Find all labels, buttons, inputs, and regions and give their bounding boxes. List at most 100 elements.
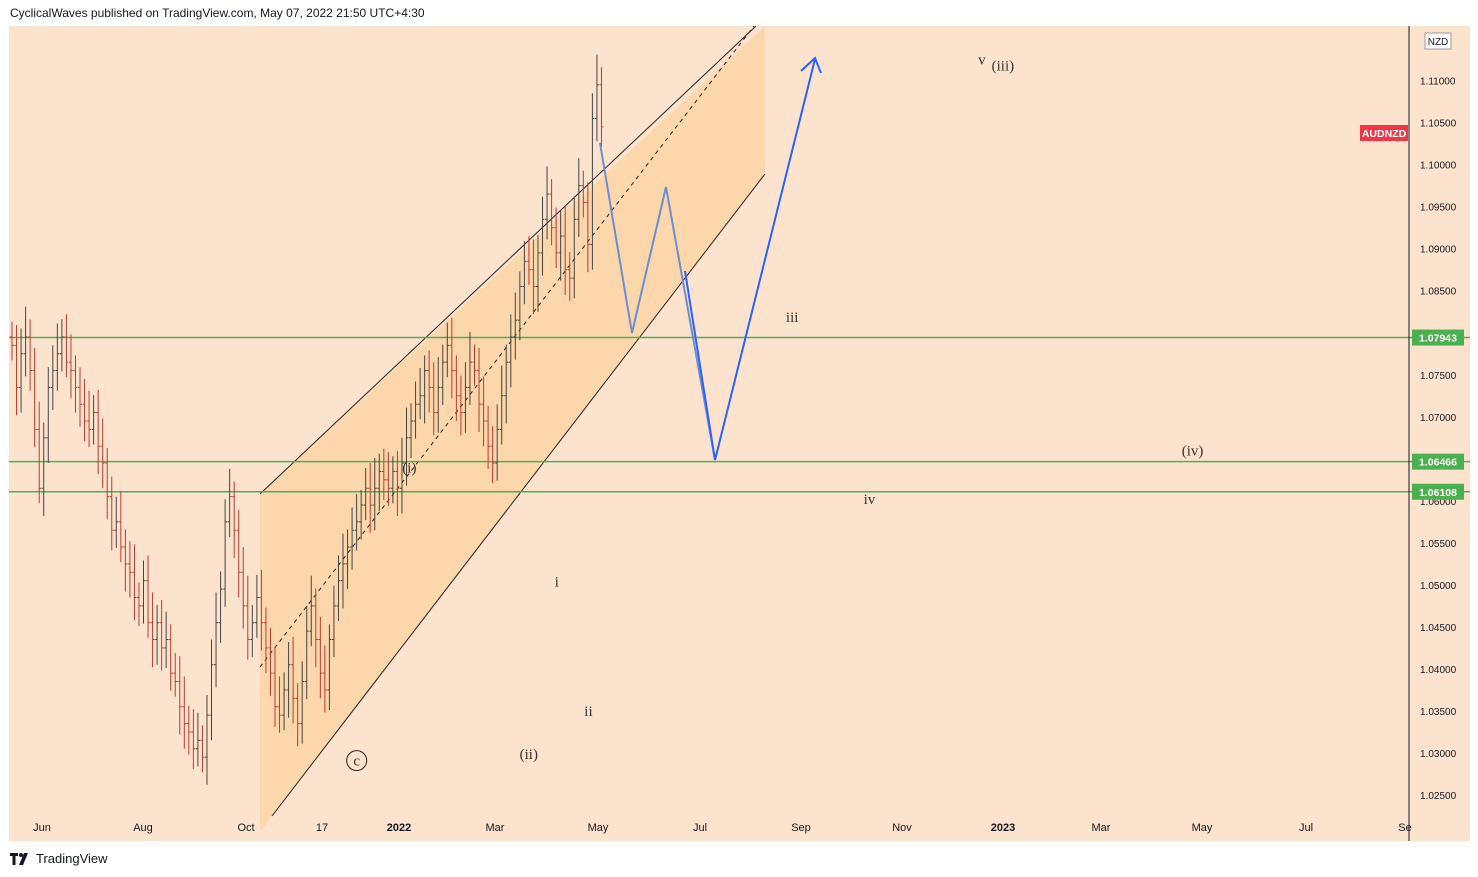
svg-text:1.06108: 1.06108 xyxy=(1419,487,1457,499)
time-tick-label: Nov xyxy=(892,822,912,834)
ohlc-bar xyxy=(241,547,246,629)
ohlc-bar xyxy=(245,575,250,660)
price-tick-label: 1.06000 xyxy=(1420,497,1457,508)
time-tick-label: Jun xyxy=(33,822,51,834)
ohlc-bar xyxy=(286,642,291,718)
ohlc-bar xyxy=(540,196,545,276)
time-tick-label: 17 xyxy=(316,822,328,834)
ohlc-bar xyxy=(431,362,436,436)
ohlc-bar xyxy=(522,241,527,305)
ohlc-bar xyxy=(23,306,28,377)
ohlc-bar xyxy=(173,652,178,697)
ohlc-bar xyxy=(563,205,568,295)
ohlc-bar xyxy=(64,314,69,378)
ohlc-bar xyxy=(463,362,468,433)
ohlc-bar xyxy=(164,611,169,669)
ohlc-bar xyxy=(331,585,336,658)
ohlc-bar xyxy=(87,390,92,448)
chart-area[interactable]: (i) (ii) (iii) (iv) i ii iii iv v c 1.11000 1.1050… xyxy=(9,26,1470,841)
ohlc-bar xyxy=(413,381,418,439)
ohlc-bar xyxy=(282,672,287,731)
ohlc-bar xyxy=(363,468,368,521)
ohlc-bar xyxy=(467,331,472,406)
ohlc-bar xyxy=(567,252,572,301)
price-tick-label: 1.03000 xyxy=(1420,749,1457,760)
ohlc-bar xyxy=(368,463,373,533)
ohlc-bar xyxy=(504,344,509,424)
ohlc-bar xyxy=(150,592,155,668)
ohlc-bar xyxy=(322,645,327,713)
time-tick-label: May xyxy=(588,822,609,834)
ohlc-bar xyxy=(304,605,309,700)
ohlc-bar xyxy=(458,375,463,436)
channel-upper-line xyxy=(259,26,757,495)
ohlc-bar xyxy=(517,271,522,341)
ohlc-bar xyxy=(105,447,110,520)
ohlc-bar xyxy=(341,533,346,609)
ohlc-bar xyxy=(132,544,137,621)
ohlc-bar xyxy=(345,529,350,590)
wave-label: (i) xyxy=(402,460,416,476)
ohlc-bar xyxy=(186,705,191,755)
price-level-badge: 1.07943 xyxy=(1412,329,1464,346)
ohlc-bar xyxy=(204,694,209,785)
ohlc-bar xyxy=(177,656,182,735)
currency-badge: NZD xyxy=(1424,32,1452,50)
ohlc-bar xyxy=(272,647,277,727)
ohlc-bar xyxy=(336,555,341,622)
wave-label: (iii) xyxy=(992,59,1015,75)
ohlc-bar xyxy=(155,605,160,665)
ohlc-bar xyxy=(209,639,214,741)
ohlc-bar xyxy=(513,292,518,360)
ohlc-bar xyxy=(585,182,590,273)
ohlc-bar xyxy=(46,367,51,464)
ohlc-bar xyxy=(268,627,273,696)
candles-layer xyxy=(10,54,604,785)
ohlc-bar xyxy=(50,345,55,411)
price-tick-label: 1.07500 xyxy=(1420,371,1457,382)
circled-c-marker xyxy=(346,750,368,772)
price-tick-label: 1.10000 xyxy=(1420,161,1457,172)
projection-path-grey xyxy=(599,142,716,461)
ohlc-bar xyxy=(499,365,504,445)
wave-label: v xyxy=(978,53,986,69)
price-tick-label: 1.08500 xyxy=(1420,287,1457,298)
ohlc-bar xyxy=(32,347,37,448)
footer-brand[interactable]: TradingView xyxy=(36,851,108,866)
ohlc-bar xyxy=(191,709,196,769)
ohlc-bar xyxy=(10,321,14,361)
ohlc-bar xyxy=(418,368,423,420)
ohlc-bar xyxy=(263,607,268,674)
ohlc-bar xyxy=(223,499,228,607)
ohlc-bar xyxy=(558,210,563,281)
time-tick-label: Jul xyxy=(693,822,707,834)
ohlc-bar xyxy=(422,355,427,424)
ohlc-bar xyxy=(359,489,364,540)
tradingview-logo-icon[interactable] xyxy=(10,852,30,865)
ohlc-bar xyxy=(508,314,513,388)
time-tick-label: 2023 xyxy=(991,822,1015,834)
time-tick-label: Mar xyxy=(1092,822,1111,834)
ohlc-bar xyxy=(59,319,64,372)
ohlc-bar xyxy=(159,600,164,671)
wave-label: c xyxy=(353,754,360,770)
ohlc-bar xyxy=(445,322,450,378)
channel-layer xyxy=(259,26,766,832)
ohlc-bar xyxy=(123,529,128,592)
time-tick-label: Sep xyxy=(791,822,811,834)
ohlc-bar xyxy=(168,624,173,691)
ohlc-bar xyxy=(41,422,46,516)
price-tick-label: 1.07000 xyxy=(1420,413,1457,424)
ohlc-bar xyxy=(576,157,581,237)
time-tick-label: Mar xyxy=(486,822,505,834)
price-tick-label: 1.09000 xyxy=(1420,245,1457,256)
ohlc-bar xyxy=(195,712,200,767)
ohlc-bar xyxy=(386,452,391,506)
time-tick-label: Oct xyxy=(237,822,254,834)
svg-text:1.06466: 1.06466 xyxy=(1419,457,1457,469)
ohlc-bar xyxy=(590,93,595,270)
svg-text:NZD: NZD xyxy=(1428,37,1449,48)
ohlc-bar xyxy=(91,394,96,445)
svg-text:AUDNZD: AUDNZD xyxy=(1362,128,1407,140)
